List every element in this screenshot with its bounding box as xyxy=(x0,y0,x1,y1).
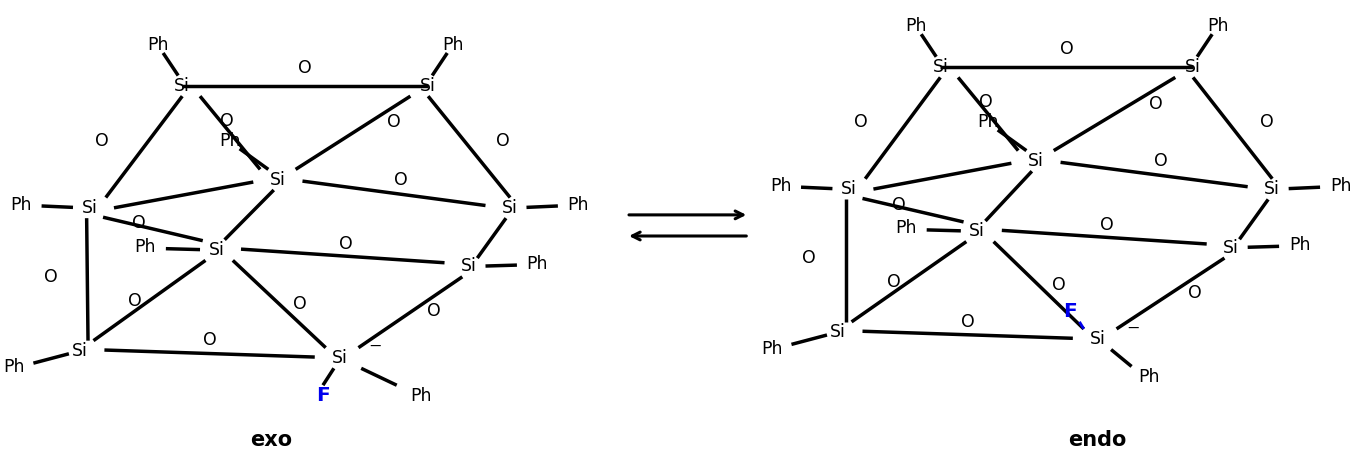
Text: endo: endo xyxy=(1069,430,1126,450)
Text: Ph: Ph xyxy=(134,238,156,256)
Text: Ph: Ph xyxy=(1288,236,1310,254)
Text: Ph: Ph xyxy=(977,113,999,131)
Text: O: O xyxy=(1188,284,1202,302)
Text: O: O xyxy=(387,113,401,131)
Text: O: O xyxy=(128,292,141,310)
Text: Si: Si xyxy=(1224,239,1239,257)
Text: O: O xyxy=(339,235,353,253)
Text: Si: Si xyxy=(1089,330,1106,348)
Text: −: − xyxy=(1126,320,1140,336)
Text: Si: Si xyxy=(1028,152,1044,170)
Text: Si: Si xyxy=(830,323,847,341)
Text: O: O xyxy=(1052,276,1066,294)
Text: Si: Si xyxy=(81,199,97,217)
Text: F: F xyxy=(1063,302,1077,320)
Text: O: O xyxy=(292,295,306,313)
Text: O: O xyxy=(978,93,992,111)
Text: Ph: Ph xyxy=(770,177,792,195)
Text: O: O xyxy=(853,113,867,131)
Text: Si: Si xyxy=(270,171,285,189)
Text: Ph: Ph xyxy=(11,196,32,214)
Text: O: O xyxy=(1148,95,1162,113)
Text: O: O xyxy=(1259,113,1273,131)
Text: O: O xyxy=(95,132,108,150)
Text: O: O xyxy=(1100,217,1114,235)
Text: Si: Si xyxy=(71,342,88,360)
Text: O: O xyxy=(394,171,407,189)
Text: Ph: Ph xyxy=(527,255,549,273)
Text: Si: Si xyxy=(209,241,225,259)
Text: Ph: Ph xyxy=(906,17,926,35)
Text: exo: exo xyxy=(250,430,292,450)
Text: Si: Si xyxy=(1185,58,1200,76)
Text: O: O xyxy=(221,112,235,130)
Text: O: O xyxy=(132,214,145,232)
Text: Ph: Ph xyxy=(410,387,432,405)
Text: Si: Si xyxy=(969,222,985,240)
Text: Si: Si xyxy=(332,349,347,367)
Text: Ph: Ph xyxy=(1329,177,1351,195)
Text: O: O xyxy=(497,132,510,150)
Text: Si: Si xyxy=(841,180,856,198)
Text: O: O xyxy=(298,59,311,77)
Text: Ph: Ph xyxy=(761,340,783,358)
Text: O: O xyxy=(44,268,58,286)
Text: O: O xyxy=(960,312,974,330)
Text: Ph: Ph xyxy=(147,36,169,54)
Text: Ph: Ph xyxy=(896,219,916,237)
Text: Ph: Ph xyxy=(4,358,25,376)
Text: Si: Si xyxy=(502,199,519,217)
Text: Ph: Ph xyxy=(568,196,589,214)
Text: Si: Si xyxy=(1265,180,1280,198)
Text: Si: Si xyxy=(461,258,477,276)
Text: −: − xyxy=(368,339,381,354)
Text: Ph: Ph xyxy=(220,132,241,150)
Text: O: O xyxy=(803,249,816,267)
Text: F: F xyxy=(316,386,329,405)
Text: Si: Si xyxy=(420,77,436,95)
Text: Si: Si xyxy=(933,58,948,76)
Text: Ph: Ph xyxy=(442,36,464,54)
Text: O: O xyxy=(203,331,217,349)
Text: Ph: Ph xyxy=(1207,17,1228,35)
Text: O: O xyxy=(893,195,907,213)
Text: O: O xyxy=(1154,152,1168,170)
Text: O: O xyxy=(428,302,442,320)
Text: O: O xyxy=(1059,40,1073,58)
Text: Si: Si xyxy=(174,77,191,95)
Text: Ph: Ph xyxy=(1139,368,1161,386)
Text: O: O xyxy=(888,273,901,291)
